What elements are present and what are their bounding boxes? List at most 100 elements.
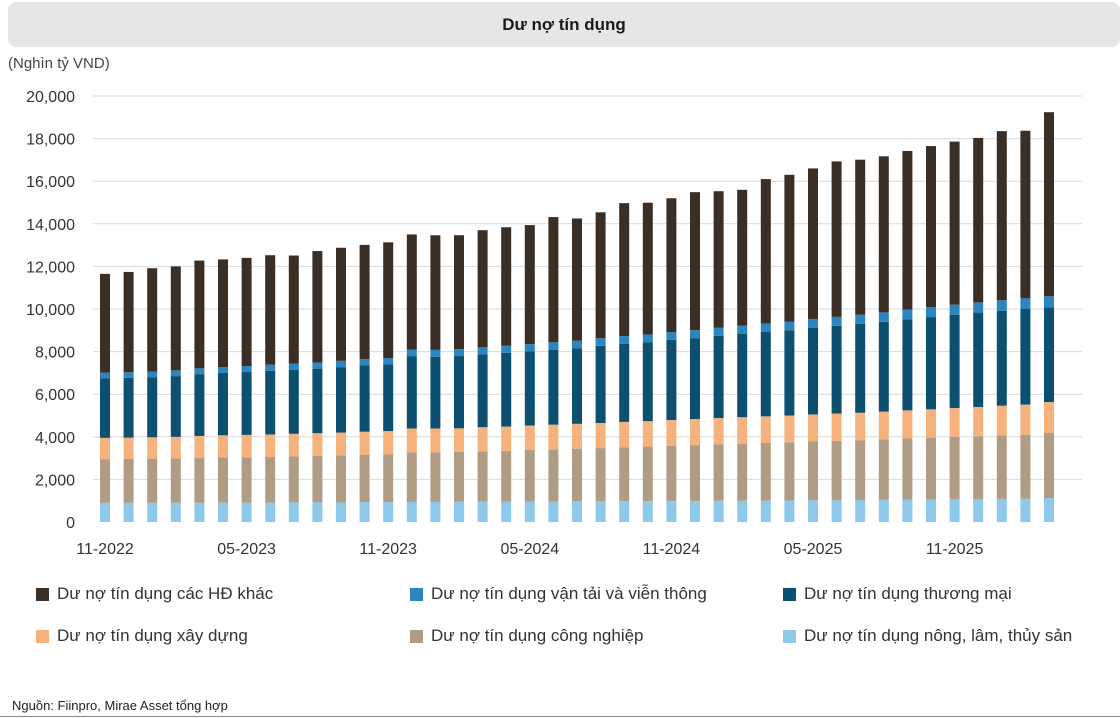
legend-swatch: [410, 587, 423, 601]
bar-segment: [642, 342, 653, 422]
bar-segment: [524, 344, 535, 352]
bar-segment: [926, 499, 936, 522]
bar-segment: [359, 244, 370, 360]
x-tick-label: 05-2023: [217, 541, 276, 558]
bar-stack: [147, 268, 158, 522]
bar-segment: [713, 327, 724, 336]
bar-stack: [312, 251, 323, 522]
bar-stack: [336, 247, 346, 522]
bar-segment: [642, 421, 653, 447]
bar-segment: [619, 336, 630, 344]
bar-stack: [194, 260, 205, 522]
bar-segment: [265, 502, 276, 522]
bar-stack: [784, 174, 795, 522]
bars: [100, 112, 1054, 522]
bar-segment: [170, 502, 181, 522]
bar-segment: [595, 448, 606, 502]
bar-segment: [666, 445, 677, 501]
y-tick-label: 10,000: [26, 302, 75, 319]
legend-swatch: [783, 629, 796, 643]
bar-segment: [878, 156, 889, 313]
bar-segment: [760, 500, 771, 522]
bar-segment: [194, 260, 205, 369]
bar-segment: [619, 203, 630, 337]
bar-segment: [147, 458, 158, 503]
bar-segment: [430, 452, 441, 502]
bar-stack: [1044, 112, 1054, 522]
bar-segment: [831, 413, 842, 441]
bar-stack: [100, 273, 110, 522]
bar-segment: [501, 227, 512, 346]
bar-segment: [265, 255, 276, 365]
bar-segment: [996, 310, 1007, 406]
bar-segment: [100, 459, 110, 503]
bar-segment: [312, 433, 323, 456]
bar-segment: [218, 502, 228, 522]
bar-segment: [454, 349, 464, 357]
bar-stack: [855, 159, 866, 522]
bar-segment: [265, 370, 276, 435]
bar-segment: [430, 356, 441, 429]
bar-stack: [477, 230, 488, 522]
bar-segment: [690, 419, 700, 446]
bar-segment: [572, 448, 582, 502]
bar-segment: [973, 406, 984, 437]
bar-segment: [1020, 498, 1031, 522]
legend-item-industry: Dư nợ tín dụng công nghiệp: [410, 626, 644, 646]
bar-segment: [1020, 130, 1031, 299]
bar-segment: [312, 362, 323, 369]
bar-segment: [147, 437, 158, 459]
bar-segment: [336, 247, 346, 361]
y-tick-label: 8,000: [35, 345, 75, 362]
bar-segment: [477, 501, 488, 522]
bar-segment: [241, 434, 252, 458]
bar-stack: [383, 242, 394, 522]
bar-stack: [123, 271, 134, 522]
legend-item-trade: Dư nợ tín dụng thương mại: [783, 584, 1012, 604]
bar-segment: [383, 242, 394, 358]
bar-segment: [241, 372, 252, 435]
bar-segment: [831, 325, 842, 414]
bar-segment: [760, 332, 771, 417]
bar-segment: [831, 500, 842, 522]
bar-segment: [194, 435, 205, 459]
bar-segment: [336, 367, 346, 433]
bar-segment: [595, 345, 606, 423]
y-tick-label: 16,000: [26, 174, 75, 191]
bar-segment: [878, 312, 889, 322]
bar-segment: [312, 368, 323, 434]
bar-stack: [406, 234, 417, 522]
bar-segment: [595, 338, 606, 346]
bar-segment: [406, 452, 417, 502]
bar-segment: [713, 335, 724, 419]
bar-segment: [194, 458, 205, 503]
bar-segment: [194, 502, 205, 522]
bar-stack: [878, 156, 889, 522]
bar-segment: [1020, 298, 1031, 309]
legend-swatch: [36, 587, 49, 601]
y-tick-label: 2,000: [35, 472, 75, 489]
bar-segment: [430, 349, 441, 357]
bar-segment: [524, 450, 535, 502]
bar-segment: [784, 415, 795, 443]
bar-segment: [218, 367, 228, 373]
bar-segment: [288, 369, 299, 434]
legend-label: Dư nợ tín dụng các HĐ khác: [57, 584, 274, 603]
bar-segment: [666, 339, 677, 420]
bar-segment: [548, 217, 559, 343]
stacked-bar-chart: 0 2,000 4,000 6,000 8,000 10,000 12,000 14,000 1…: [26, 89, 1082, 558]
bar-stack: [265, 255, 276, 522]
legend-label: Dư nợ tín dụng nông, lâm, thủy sản: [804, 626, 1073, 645]
bar-segment: [170, 458, 181, 503]
bar-segment: [359, 431, 370, 455]
bar-segment: [949, 499, 960, 522]
bar-segment: [831, 440, 842, 501]
legend-item-construction: Dư nợ tín dụng xây dựng: [36, 626, 248, 646]
bar-segment: [996, 300, 1007, 311]
bar-segment: [642, 202, 653, 335]
bar-stack: [595, 212, 606, 522]
bar-segment: [147, 268, 158, 372]
bar-segment: [123, 372, 134, 378]
bar-segment: [878, 411, 889, 440]
y-tick-label: 6,000: [35, 387, 75, 404]
